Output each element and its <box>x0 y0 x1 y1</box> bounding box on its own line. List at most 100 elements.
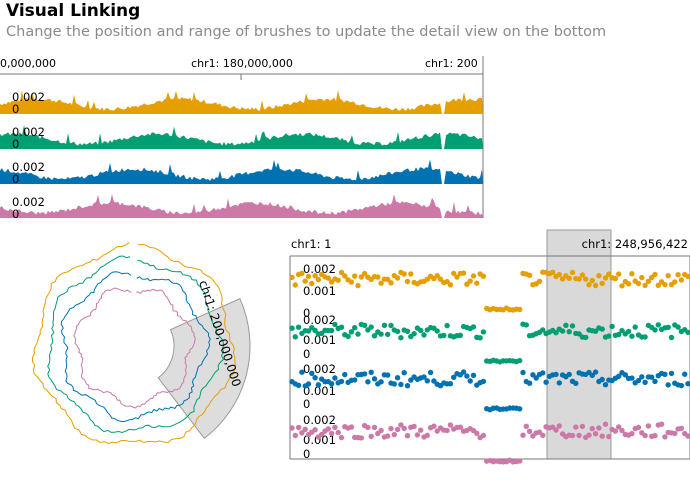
top-area-track-4 <box>0 194 483 218</box>
detail-point-track-1 <box>579 272 586 278</box>
detail-point-track-4 <box>371 424 378 431</box>
detail-point-track-1 <box>586 282 592 288</box>
top-track-axis-2: 0.002 0 <box>12 125 45 151</box>
detail-point-track-3 <box>556 380 562 386</box>
detail-point-track-1 <box>467 278 473 284</box>
detail-track-2-tick-bottom: 0 <box>303 347 310 361</box>
detail-point-track-4 <box>520 432 526 438</box>
detail-track-2-tick-top: 0.002 <box>303 313 336 327</box>
detail-point-track-1 <box>589 277 595 284</box>
detail-point-track-4 <box>540 432 546 438</box>
detail-point-track-4 <box>292 432 298 439</box>
detail-point-track-3 <box>338 378 345 385</box>
detail-point-track-1 <box>385 276 391 282</box>
detail-point-track-3 <box>368 369 374 375</box>
detail-point-track-3 <box>540 370 546 376</box>
detail-view[interactable]: chr1: 1 chr1: 248,956,422 0.002 0.001 0 … <box>289 229 690 465</box>
detail-point-track-3 <box>543 379 549 385</box>
detail-point-track-4 <box>398 422 404 428</box>
detail-point-track-1 <box>470 273 477 279</box>
detail-point-track-4 <box>424 432 430 438</box>
top-track-1-ymax: 0.002 <box>12 90 45 104</box>
detail-point-track-2 <box>345 333 351 339</box>
detail-point-track-3 <box>629 375 635 381</box>
detail-point-track-4 <box>672 430 678 437</box>
detail-point-track-3 <box>642 379 648 385</box>
detail-point-track-1 <box>375 274 381 280</box>
detail-point-track-1 <box>678 277 685 283</box>
detail-point-track-4 <box>662 434 668 440</box>
detail-track-axes: 0.002 0.001 0 0.002 0.001 0 0.002 0.001 … <box>303 262 336 461</box>
detail-point-track-4 <box>378 427 384 434</box>
detail-point-track-3 <box>589 372 595 379</box>
detail-point-track-4 <box>332 424 338 430</box>
detail-point-track-2 <box>348 329 355 335</box>
detail-brush[interactable] <box>546 229 612 460</box>
detail-point-track-1 <box>358 274 364 280</box>
detail-point-track-4 <box>368 433 374 439</box>
circular-brush[interactable] <box>157 298 251 439</box>
detail-point-track-1 <box>629 271 635 277</box>
detail-point-track-2 <box>457 332 463 338</box>
detail-point-track-4 <box>612 428 619 434</box>
detail-point-track-2 <box>517 357 523 364</box>
detail-point-track-4 <box>658 421 665 427</box>
top-track-3-ymin: 0 <box>12 172 19 186</box>
detail-point-track-3 <box>421 374 427 380</box>
detail-point-track-3 <box>467 378 473 384</box>
detail-point-track-1 <box>635 280 642 287</box>
page-subtitle: Change the position and range of brushes… <box>6 24 607 40</box>
detail-point-track-2 <box>616 331 622 338</box>
detail-point-track-4 <box>401 425 407 432</box>
detail-point-track-3 <box>295 382 302 388</box>
detail-point-track-3 <box>328 381 335 387</box>
detail-point-track-1 <box>665 273 671 279</box>
top-track-axis-3: 0.002 0 <box>12 160 45 186</box>
detail-point-track-1 <box>652 271 658 278</box>
detail-point-track-4 <box>526 428 533 434</box>
detail-point-track-3 <box>573 380 579 386</box>
detail-point-track-1 <box>474 280 480 286</box>
top-linear-view[interactable]: chr1: 180,000,000 chr1: 200 0,000,000 0.… <box>0 56 484 221</box>
detail-point-track-1 <box>517 306 523 313</box>
detail-point-track-1 <box>434 273 440 279</box>
detail-point-track-1 <box>675 272 681 278</box>
detail-point-track-3 <box>566 371 572 378</box>
detail-point-track-1 <box>325 275 331 281</box>
circular-view[interactable]: chr1: 200,000,000 <box>32 242 251 445</box>
detail-point-track-1 <box>309 280 315 287</box>
detail-point-track-1 <box>639 274 645 281</box>
detail-point-track-2 <box>421 332 427 338</box>
detail-point-track-2 <box>328 327 335 334</box>
detail-point-track-3 <box>668 370 675 377</box>
detail-point-track-2 <box>434 328 440 334</box>
detail-point-track-4 <box>325 426 331 432</box>
circular-track-1 <box>32 242 236 445</box>
detail-point-track-4 <box>365 424 371 431</box>
detail-point-track-4 <box>619 427 625 434</box>
detail-point-track-1 <box>289 274 295 281</box>
detail-point-track-4 <box>444 427 450 434</box>
detail-point-track-3 <box>517 406 523 412</box>
detail-point-track-3 <box>299 369 305 375</box>
detail-point-track-1 <box>315 276 322 283</box>
detail-point-track-1 <box>404 278 411 285</box>
detail-point-track-2 <box>470 324 477 330</box>
detail-point-track-1 <box>342 273 348 279</box>
detail-point-track-1 <box>606 271 612 277</box>
circular-tracks <box>32 242 236 445</box>
detail-point-track-2 <box>655 322 661 328</box>
detail-point-track-2 <box>441 332 447 339</box>
detail-point-track-4 <box>289 425 295 431</box>
detail-point-track-4 <box>629 430 635 437</box>
detail-point-track-1 <box>401 271 407 277</box>
detail-point-track-4 <box>480 432 487 439</box>
detail-point-track-2 <box>632 324 638 330</box>
detail-point-track-2 <box>675 324 681 330</box>
detail-point-track-2 <box>355 331 361 337</box>
detail-point-track-2 <box>583 334 589 341</box>
detail-point-track-3 <box>391 381 397 387</box>
detail-point-track-3 <box>599 376 605 383</box>
detail-point-track-2 <box>368 324 374 330</box>
